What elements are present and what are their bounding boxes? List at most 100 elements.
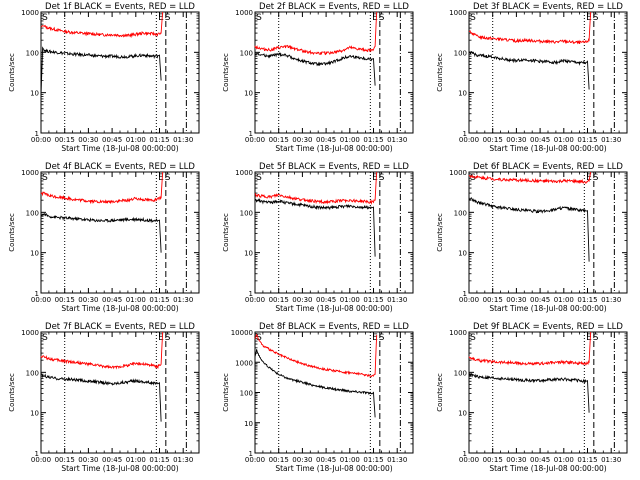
x-tick-label: 00:00 [459,296,479,304]
x-tick-label: 00:00 [459,136,479,144]
y-axis-label: Counts/sec [222,213,230,252]
x-tick-label: 01:00 [554,136,574,144]
x-tick-label: 00:45 [102,296,122,304]
chart-title: Det 3f BLACK = Events, RED = LLD [473,2,623,12]
y-tick-label: 10 [458,90,467,98]
y-axis-label: Counts/sec [222,53,230,92]
series-line-events [40,46,162,97]
x-tick-label: 01:00 [126,456,146,464]
x-tick-label: 00:30 [292,456,312,464]
x-tick-label: 01:30 [387,456,407,464]
y-tick-label: 1 [35,450,39,458]
x-tick-label: 00:30 [292,296,312,304]
x-tick-label: 00:15 [483,136,503,144]
x-tick-label: 01:30 [601,136,621,144]
x-tick-label: 00:15 [55,136,75,144]
marker-letter: E [158,13,164,23]
chart-title: Det 6f BLACK = Events, RED = LLD [473,162,623,172]
marker-letter: S [165,13,171,23]
marker-letter: E [372,173,378,183]
x-tick-label: 01:30 [601,456,621,464]
x-tick-label: 00:00 [31,456,51,464]
chart-title: Det 9f BLACK = Events, RED = LLD [473,322,623,332]
y-tick-label: 100 [240,390,253,398]
series-line-events [254,349,376,418]
x-axis-label: Start Time (18-Jul-08 00:00:00) [61,464,178,473]
x-tick-label: 01:15 [577,296,597,304]
x-tick-label: 00:00 [245,296,265,304]
marker-letter: S [256,333,262,343]
y-tick-label: 100 [454,369,467,377]
marker-letter: E [586,13,592,23]
x-tick-label: 00:45 [530,136,550,144]
x-tick-label: 00:15 [55,456,75,464]
chart-panel-1: Det 1f BLACK = Events, RED = LLD Counts/s… [8,2,200,153]
x-tick-label: 01:15 [363,296,383,304]
marker-letter: S [379,173,385,183]
x-tick-label: 00:00 [459,456,479,464]
chart-panel-8: Det 8f BLACK = Events, RED = LLD Counts/s… [222,322,414,473]
x-tick-label: 01:30 [601,296,621,304]
series-line-events [254,198,376,257]
y-tick-label: 1 [249,450,253,458]
x-tick-label: 00:30 [292,136,312,144]
marker-letter: S [379,13,385,23]
y-tick-label: 10 [244,90,253,98]
y-tick-label: 1 [463,130,467,138]
y-tick-label: 1000 [449,9,467,17]
x-tick-label: 00:30 [506,136,526,144]
x-axis-label: Start Time (18-Jul-08 00:00:00) [275,304,392,313]
marker-letter: S [165,173,171,183]
series-line-lld [40,171,164,205]
y-tick-label: 10 [244,250,253,258]
series-line-events [40,373,162,422]
x-tick-label: 01:30 [387,296,407,304]
marker-letter: E [586,333,592,343]
x-tick-label: 01:15 [363,136,383,144]
x-tick-label: 00:30 [78,136,98,144]
x-tick-label: 01:00 [126,296,146,304]
y-tick-label: 10 [30,90,39,98]
y-tick-label: 10 [30,410,39,418]
chart-panel-5: Det 5f BLACK = Events, RED = LLD Counts/s… [222,162,414,313]
y-tick-label: 10000 [231,329,253,337]
x-axis-label: Start Time (18-Jul-08 00:00:00) [489,304,606,313]
marker-letter: E [372,333,378,343]
y-tick-label: 100 [26,49,39,57]
y-tick-label: 100 [26,209,39,217]
x-axis-label: Start Time (18-Jul-08 00:00:00) [61,304,178,313]
y-tick-label: 1000 [235,359,253,367]
series-line-lld [469,11,592,45]
y-tick-label: 100 [240,49,253,57]
x-tick-label: 00:45 [102,136,122,144]
y-tick-label: 1000 [235,9,253,17]
x-tick-label: 00:45 [530,456,550,464]
marker-letter: S [42,13,48,23]
chart-panel-2: Det 2f BLACK = Events, RED = LLD Counts/s… [222,2,414,153]
marker-letter: S [593,173,599,183]
marker-letter: E [158,173,164,183]
x-tick-label: 00:00 [31,136,51,144]
series-line-events [468,372,590,413]
x-tick-label: 01:00 [126,136,146,144]
y-axis-label: Counts/sec [8,213,16,252]
x-axis-label: Start Time (18-Jul-08 00:00:00) [275,464,392,473]
marker-letter: S [593,13,599,23]
marker-letter: S [165,333,171,343]
y-axis-label: Counts/sec [222,373,230,412]
x-tick-label: 00:15 [269,456,289,464]
chart-title: Det 1f BLACK = Events, RED = LLD [45,2,195,12]
marker-letter: S [470,333,476,343]
chart-panel-9: Det 9f BLACK = Events, RED = LLD Counts/s… [436,322,628,473]
y-tick-label: 100 [454,209,467,217]
x-tick-label: 01:00 [554,456,574,464]
series-line-events [468,197,590,262]
series-line-lld [468,171,592,185]
marker-letter: S [379,333,385,343]
x-tick-label: 01:15 [149,136,169,144]
marker-letter: S [256,173,262,183]
y-tick-label: 1 [249,130,253,138]
series-line-lld [40,331,164,370]
x-tick-label: 00:15 [483,456,503,464]
